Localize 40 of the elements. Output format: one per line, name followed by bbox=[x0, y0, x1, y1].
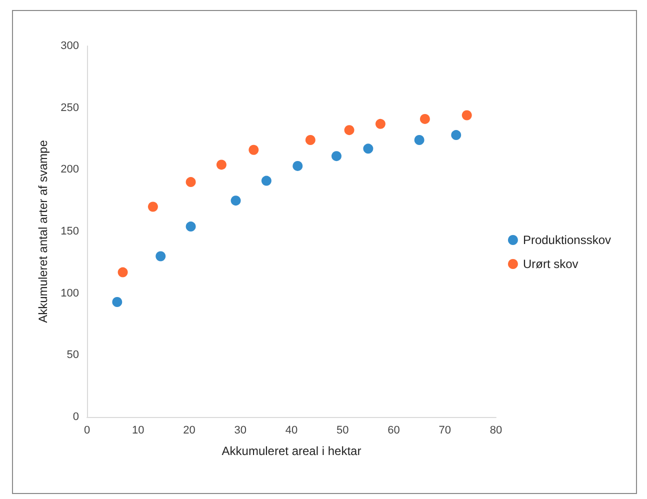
point bbox=[451, 130, 462, 140]
point bbox=[363, 144, 374, 154]
y-tick-label: 0 bbox=[72, 411, 79, 423]
x-tick-label: 70 bbox=[438, 424, 451, 436]
point bbox=[186, 177, 196, 188]
x-tick-label: 30 bbox=[234, 424, 246, 436]
y-tick-label: 50 bbox=[66, 349, 79, 362]
y-axis-title: Akkumuleret antal arter af svampe bbox=[36, 140, 50, 323]
y-tick-label: 250 bbox=[60, 102, 79, 114]
x-tick-label: 0 bbox=[84, 424, 90, 436]
point bbox=[375, 118, 386, 129]
x-tick-label: 60 bbox=[388, 424, 400, 436]
point bbox=[216, 160, 226, 170]
y-tick-label: 200 bbox=[60, 164, 79, 176]
y-tick-label: 150 bbox=[60, 226, 79, 238]
point bbox=[292, 160, 303, 171]
x-tick-label: 50 bbox=[336, 424, 349, 436]
x-tick-label: 80 bbox=[490, 424, 502, 436]
x-tick-label: 10 bbox=[132, 424, 144, 436]
point bbox=[248, 144, 259, 155]
legend-label: Urørt skov bbox=[522, 257, 578, 271]
y-tick-label: 100 bbox=[60, 287, 79, 300]
point bbox=[305, 134, 316, 145]
x-tick-label: 40 bbox=[285, 424, 298, 436]
point bbox=[332, 151, 342, 162]
legend-label: Produktionsskov bbox=[522, 233, 612, 247]
point bbox=[118, 267, 128, 278]
point bbox=[156, 251, 166, 262]
point bbox=[230, 196, 241, 206]
point bbox=[414, 134, 424, 145]
point bbox=[344, 125, 354, 136]
point bbox=[462, 110, 472, 120]
point bbox=[261, 176, 272, 186]
point bbox=[186, 222, 196, 232]
y-tick-label: 300 bbox=[60, 40, 79, 52]
x-axis-title: Akkumuleret areal i hektar bbox=[222, 444, 362, 458]
x-tick-label: 20 bbox=[183, 424, 196, 436]
point bbox=[148, 202, 158, 212]
point bbox=[112, 296, 122, 307]
point bbox=[420, 114, 430, 124]
